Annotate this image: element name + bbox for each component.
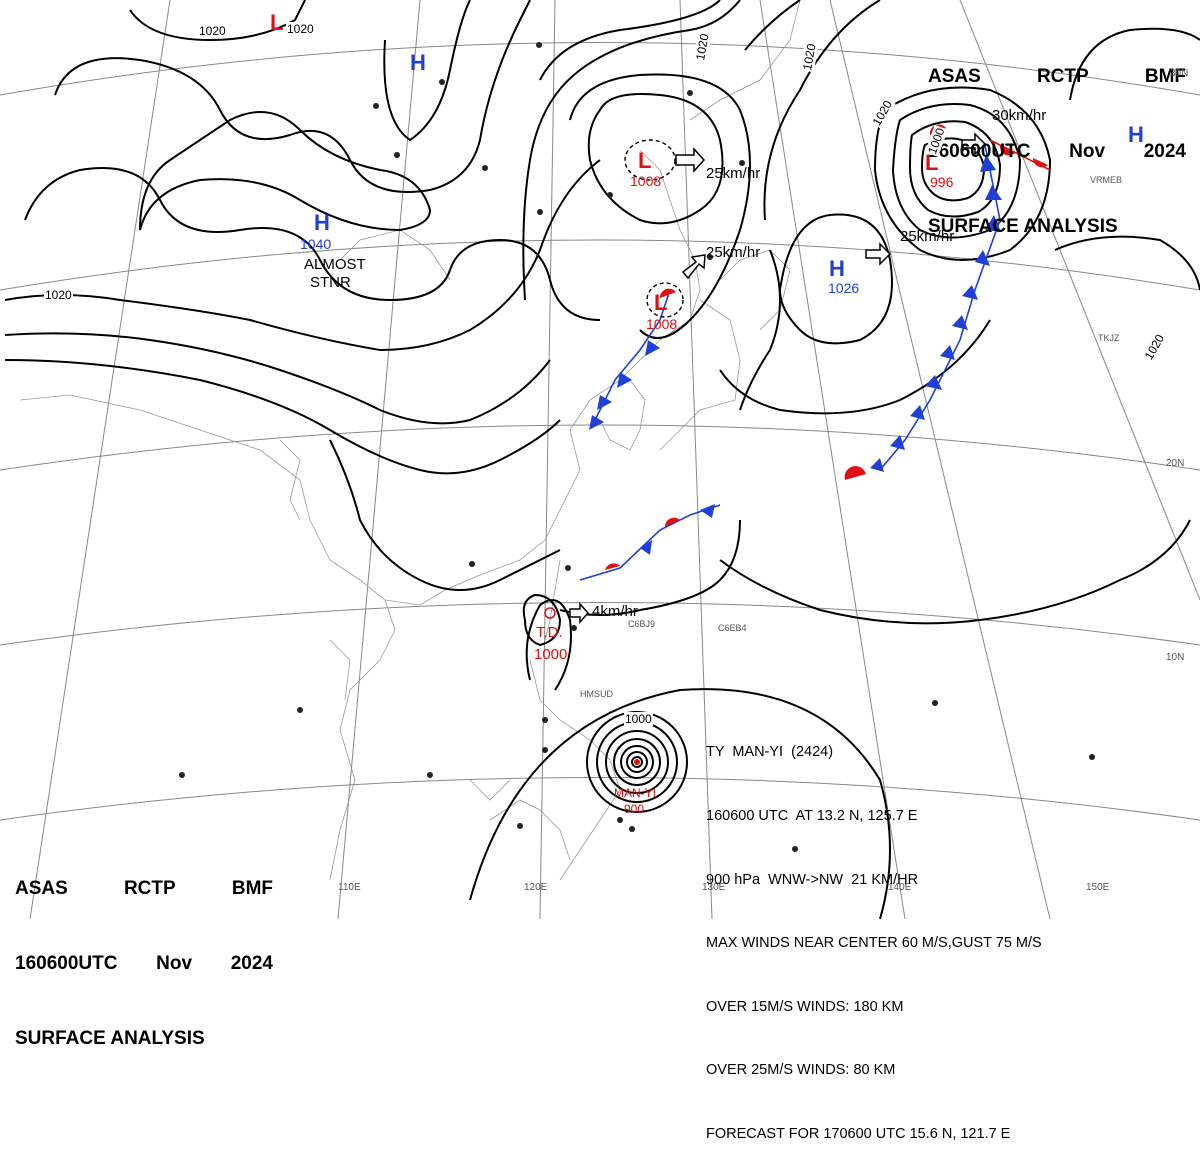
high-center-symbol: H	[314, 210, 330, 235]
longitude-label: 110E	[338, 882, 361, 893]
station-label: HMSUD	[580, 689, 613, 699]
longitude-label: 130E	[702, 882, 726, 893]
station-label: VRMEB	[1090, 175, 1123, 185]
typhoon-symbol	[544, 607, 640, 765]
typhoon-info-line: OVER 15M/S WINDS: 180 KM	[706, 998, 904, 1015]
korea-front	[589, 288, 676, 430]
isobar-label: 1020	[44, 288, 73, 302]
high-center-symbol: H	[1128, 122, 1144, 147]
coastlines	[19, 0, 801, 881]
header-agency: ASAS	[15, 878, 68, 899]
header-time: 160600UTC	[928, 141, 1031, 162]
low-center-symbol: L	[270, 10, 284, 35]
low-center-symbol: L	[638, 148, 652, 173]
low-center-pressure: 1008	[630, 173, 662, 189]
motion-arrows	[569, 132, 987, 624]
isobar-label: 1000	[624, 712, 653, 726]
high-center-pressure: 1040	[300, 236, 332, 252]
cold-front	[870, 144, 1002, 472]
header-time: 160600UTC	[15, 953, 118, 974]
motion-speed: 30km/hr	[992, 107, 1047, 124]
td-label: T.D.	[536, 624, 563, 641]
header-center: RCTP	[1036, 66, 1089, 87]
typhoon-info-line: MAX WINDS NEAR CENTER 60 M/S,GUST 75 M/S	[706, 935, 1042, 952]
typhoon-info-line: TY MAN-YI (2424)	[706, 744, 834, 761]
dashed-lows	[624, 139, 684, 318]
typhoon-info-line: 900 hPa WNW->NW 21 KM/HR	[706, 871, 919, 888]
motion-speed: 25km/hr	[706, 165, 761, 182]
station-label: TKJZ	[1098, 333, 1120, 343]
header-year: 2024	[1143, 141, 1186, 162]
header-month: Nov	[156, 953, 193, 974]
high-center-pressure: 1026	[828, 280, 860, 296]
header-agency: ASAS	[928, 66, 981, 87]
latitude-label: 20N	[1166, 458, 1185, 469]
station-label: C6BJ9	[628, 619, 656, 629]
header-center: RCTP	[123, 878, 176, 899]
graticule	[0, 0, 1200, 919]
typhoon-info-block: TY MAN-YI (2424) 160600 UTC AT 13.2 N, 1…	[706, 700, 1042, 1166]
station-label: C6EB4	[718, 623, 747, 633]
low-center-pressure: 996	[930, 174, 954, 190]
typhoon-pressure: 900	[624, 802, 645, 816]
isobar-label: 1020	[286, 22, 315, 36]
motion-speed: 25km/hr	[900, 228, 955, 245]
header-year: 2024	[230, 953, 273, 974]
td-pressure: 1000	[534, 646, 568, 663]
high-center-note: STNR	[310, 274, 351, 291]
low-center-symbol: L	[654, 290, 668, 315]
low-center-symbol: L	[925, 150, 939, 175]
typhoon-info-line: FORECAST FOR 170600 UTC 15.6 N, 121.7 E	[706, 1126, 1011, 1143]
high-center-symbol: H	[829, 256, 845, 281]
stationary-front	[579, 466, 866, 581]
longitude-label: 150E	[1086, 882, 1110, 893]
longitude-label: 120E	[524, 882, 548, 893]
station-markers	[179, 42, 1095, 852]
header-code: BMF	[1144, 66, 1186, 87]
isobar-label: 1020	[198, 24, 227, 38]
latitude-label: 30N	[1170, 68, 1189, 79]
low-center-pressure: 1008	[646, 316, 678, 332]
latitude-label: 10N	[1166, 652, 1185, 663]
longitude-label: 140E	[888, 882, 912, 893]
header-title: SURFACE ANALYSIS	[928, 216, 1118, 237]
typhoon-isobars	[469, 688, 891, 919]
weather-map	[0, 0, 1200, 919]
header-month: Nov	[1069, 141, 1106, 162]
high-center-note: ALMOST	[304, 256, 366, 273]
typhoon-name: MAN-YI	[614, 786, 656, 800]
typhoon-info-line: OVER 25M/S WINDS: 80 KM	[706, 1062, 896, 1079]
typhoon-info-line: 160600 UTC AT 13.2 N, 125.7 E	[706, 808, 918, 825]
motion-speed: 4km/hr	[592, 603, 638, 620]
map-header-top-right: ASAS RCTP BMF 160600UTC Nov 2024 SURFACE ANA…	[928, 14, 1186, 264]
high-center-symbol: H	[410, 50, 426, 75]
motion-speed: 25km/hr	[706, 244, 761, 261]
header-code: BMF	[231, 878, 273, 899]
header-title: SURFACE ANALYSIS	[15, 1028, 205, 1049]
map-header-bottom-left: ASAS RCTP BMF 160600UTC Nov 2024 SURFACE ANA…	[15, 826, 273, 1076]
warm-front	[929, 124, 1051, 171]
